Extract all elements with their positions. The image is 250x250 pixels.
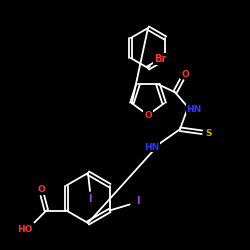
- Text: HN: HN: [144, 143, 160, 152]
- Text: O: O: [38, 185, 45, 194]
- Text: HO: HO: [17, 225, 32, 234]
- Text: S: S: [206, 129, 212, 138]
- Text: HN: HN: [186, 105, 202, 114]
- Text: O: O: [181, 70, 189, 79]
- Text: Br: Br: [154, 54, 166, 64]
- Text: I: I: [88, 194, 92, 204]
- Text: O: O: [144, 110, 152, 120]
- Text: I: I: [136, 196, 140, 206]
